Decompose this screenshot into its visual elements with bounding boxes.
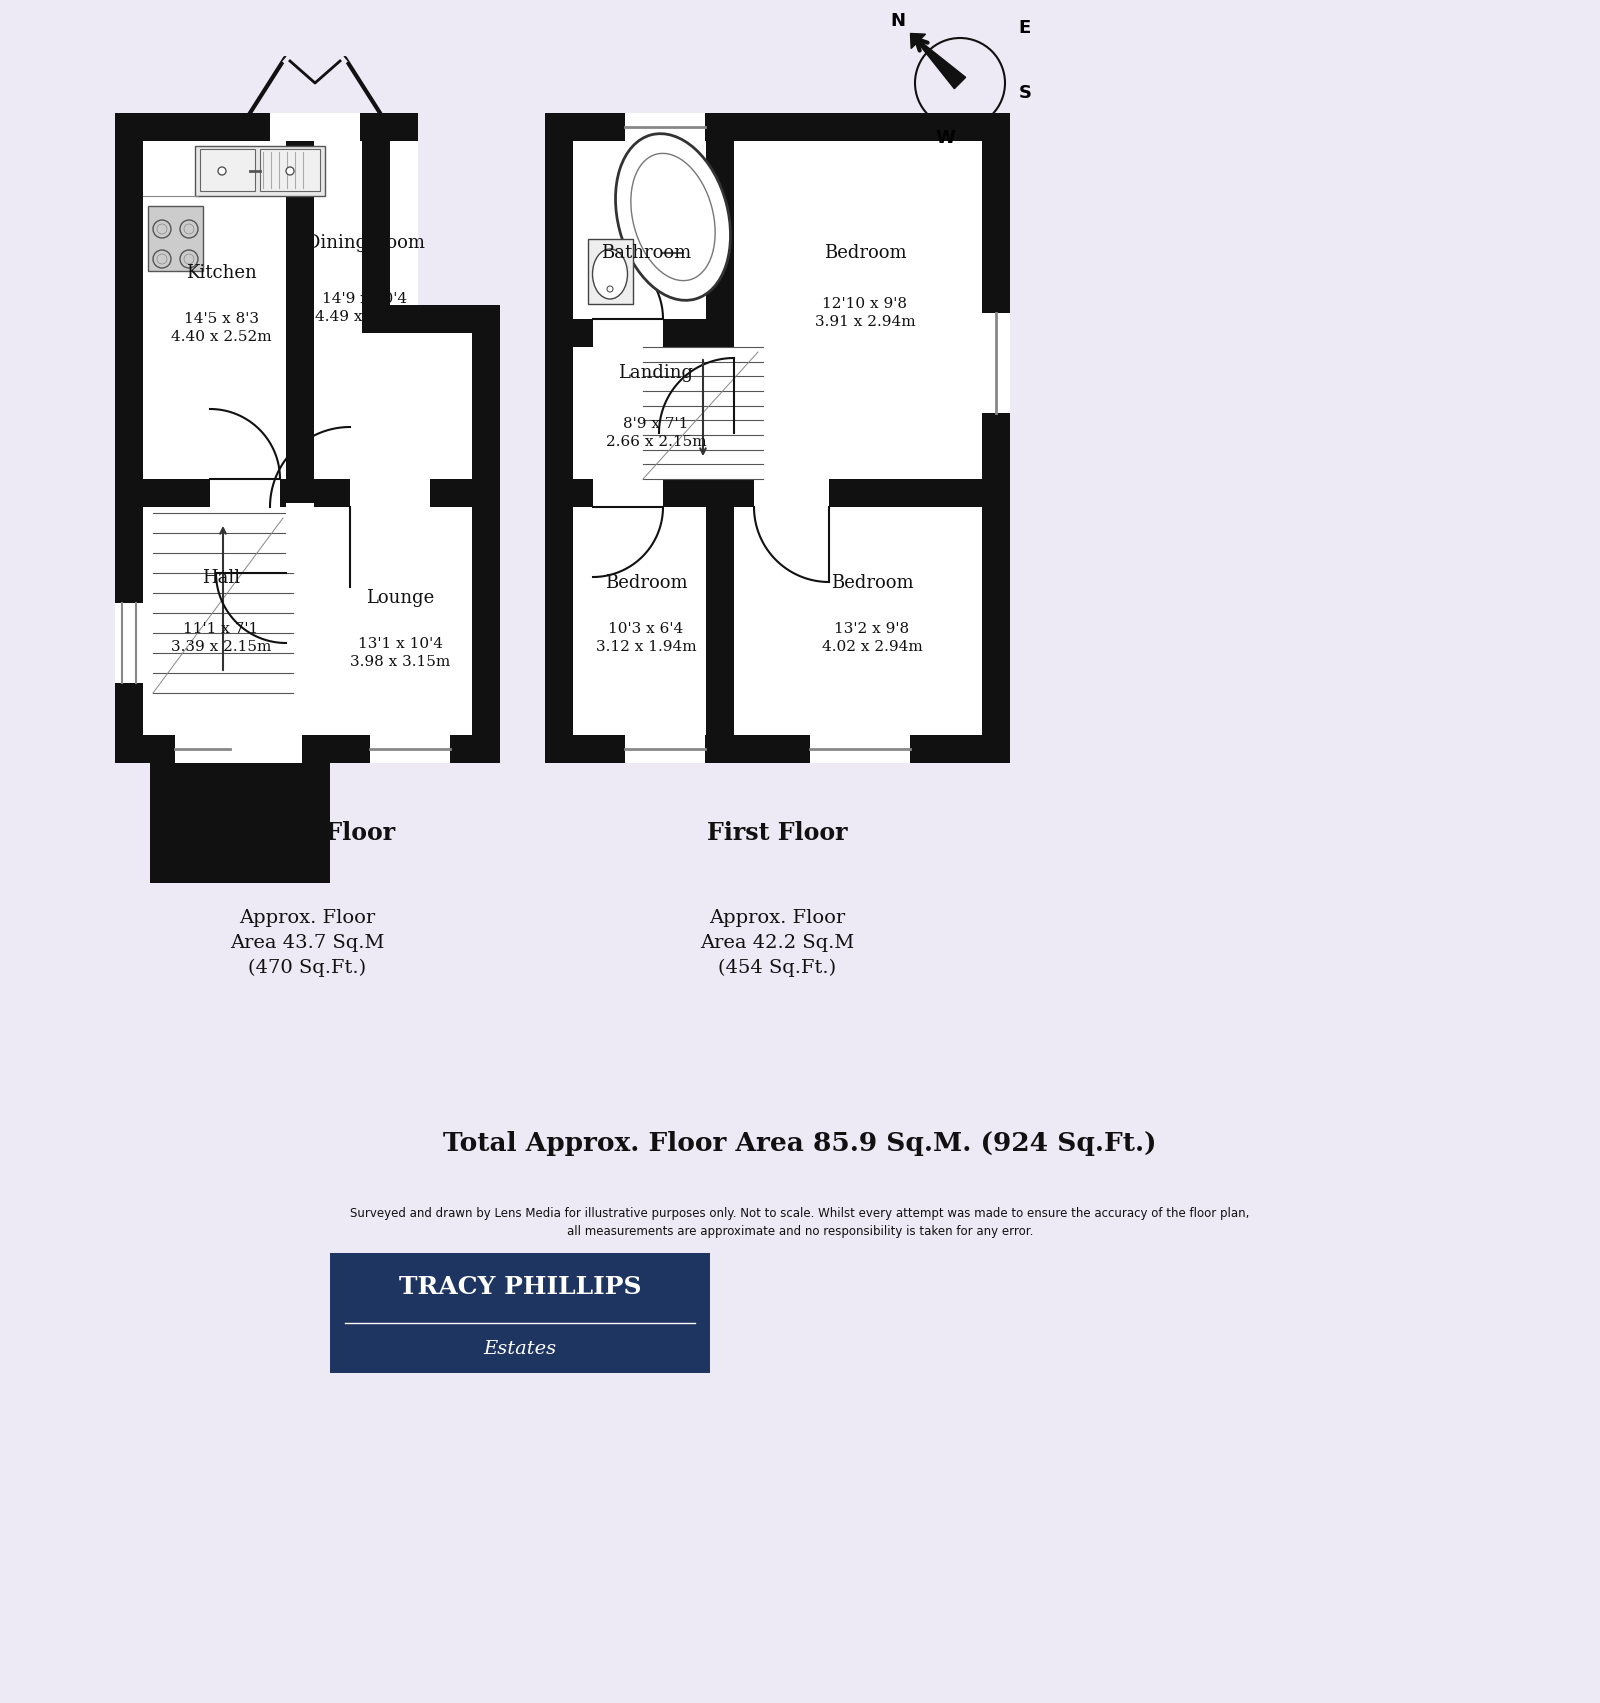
Bar — [200, 148, 254, 191]
Text: 14'5 x 8'3
4.40 x 2.52m: 14'5 x 8'3 4.40 x 2.52m — [171, 312, 272, 344]
Bar — [362, 112, 390, 334]
Bar — [350, 479, 430, 507]
Bar — [390, 305, 499, 334]
Bar — [286, 479, 486, 507]
Text: Total Approx. Floor Area 85.9 Sq.M. (924 Sq.Ft.): Total Approx. Floor Area 85.9 Sq.M. (924… — [443, 1131, 1157, 1156]
Text: 14'9 x 10'4
4.49 x 3.15m: 14'9 x 10'4 4.49 x 3.15m — [315, 291, 416, 324]
Bar — [286, 502, 314, 572]
Bar — [115, 603, 142, 683]
Text: Porch: Porch — [214, 809, 266, 828]
Text: S: S — [1019, 83, 1032, 102]
Text: First Floor: First Floor — [707, 821, 848, 845]
Text: Hall: Hall — [202, 569, 240, 588]
Bar — [147, 206, 203, 271]
Bar — [594, 318, 662, 347]
Bar — [754, 479, 829, 507]
Bar — [706, 128, 734, 347]
Text: Approx. Floor
Area 43.7 Sq.M
(470 Sq.Ft.): Approx. Floor Area 43.7 Sq.M (470 Sq.Ft.… — [230, 909, 384, 978]
Text: Surveyed and drawn by Lens Media for illustrative purposes only. Not to scale. W: Surveyed and drawn by Lens Media for ill… — [350, 1207, 1250, 1238]
Bar — [546, 112, 1010, 141]
Text: Bathroom: Bathroom — [602, 244, 691, 262]
Bar — [330, 1253, 710, 1323]
Bar — [178, 736, 302, 763]
Circle shape — [606, 286, 613, 291]
Text: 12'10 x 9'8
3.91 x 2.94m: 12'10 x 9'8 3.91 x 2.94m — [814, 296, 915, 329]
Bar — [115, 112, 142, 763]
Bar — [626, 112, 706, 141]
Text: TRACY PHILLIPS: TRACY PHILLIPS — [398, 1274, 642, 1299]
Text: 13'1 x 10'4
3.98 x 3.15m: 13'1 x 10'4 3.98 x 3.15m — [350, 637, 450, 669]
Bar — [174, 736, 230, 763]
Bar — [810, 736, 910, 763]
Ellipse shape — [592, 249, 627, 300]
Text: Bedroom: Bedroom — [605, 574, 688, 593]
Text: Dining Room: Dining Room — [306, 233, 424, 252]
Bar — [982, 112, 1010, 763]
Text: Approx. Floor
Area 42.2 Sq.M
(454 Sq.Ft.): Approx. Floor Area 42.2 Sq.M (454 Sq.Ft.… — [699, 909, 854, 978]
Text: Kitchen: Kitchen — [186, 264, 256, 283]
Bar — [150, 763, 330, 882]
Text: W: W — [934, 129, 955, 146]
Text: 13'2 x 9'8
4.02 x 2.94m: 13'2 x 9'8 4.02 x 2.94m — [822, 622, 922, 654]
Bar — [142, 479, 301, 507]
Polygon shape — [910, 34, 966, 89]
Bar — [594, 479, 662, 507]
Text: Estates: Estates — [483, 1340, 557, 1357]
Bar — [982, 313, 1010, 414]
Polygon shape — [910, 34, 925, 48]
Bar — [178, 763, 302, 855]
Bar — [472, 112, 499, 763]
Circle shape — [218, 167, 226, 175]
Bar — [589, 238, 634, 305]
Bar — [286, 141, 314, 492]
Bar — [626, 736, 706, 763]
Bar — [195, 146, 325, 196]
Text: Lounge: Lounge — [366, 589, 434, 606]
Bar — [115, 112, 499, 141]
Bar — [573, 318, 734, 347]
Text: Bedroom: Bedroom — [830, 574, 914, 593]
Text: Ground Floor: Ground Floor — [219, 821, 395, 845]
Bar — [115, 736, 499, 763]
Text: N: N — [891, 12, 906, 31]
Bar — [270, 112, 360, 141]
Bar — [370, 736, 450, 763]
Bar — [546, 112, 573, 763]
Ellipse shape — [630, 153, 715, 281]
Text: Bedroom: Bedroom — [824, 244, 906, 262]
Bar — [573, 141, 982, 736]
Ellipse shape — [616, 133, 731, 300]
Bar — [259, 148, 320, 191]
Text: 10'3 x 6'4
3.12 x 1.94m: 10'3 x 6'4 3.12 x 1.94m — [595, 622, 696, 654]
Text: 8'9 x 7'1
2.66 x 2.15m: 8'9 x 7'1 2.66 x 2.15m — [606, 417, 706, 450]
Bar — [142, 141, 472, 736]
Bar — [706, 492, 734, 736]
Bar — [330, 1253, 710, 1373]
Bar — [706, 358, 734, 433]
Bar — [573, 479, 982, 507]
Text: 11'1 x 7'1
3.39 x 2.15m: 11'1 x 7'1 3.39 x 2.15m — [171, 622, 270, 654]
Text: E: E — [1019, 19, 1030, 37]
Bar — [418, 112, 499, 305]
Bar — [546, 736, 1010, 763]
Circle shape — [286, 167, 294, 175]
Text: Landing: Landing — [619, 364, 693, 381]
Bar — [210, 479, 280, 507]
